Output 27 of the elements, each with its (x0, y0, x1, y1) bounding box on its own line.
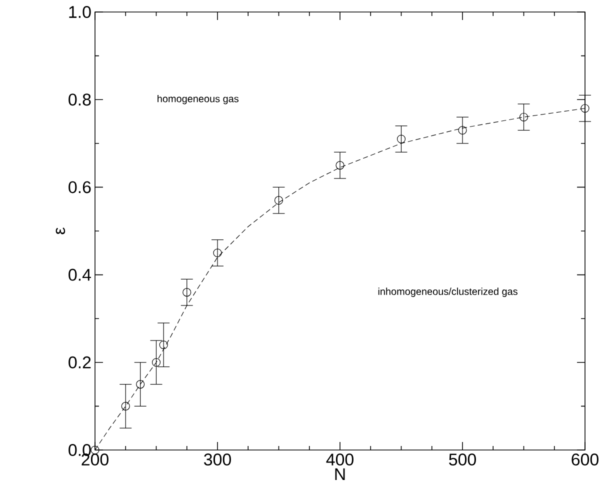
point (159, 340, 168, 350)
point (152, 358, 161, 367)
point (336, 161, 344, 170)
point (396, 134, 406, 144)
y-tick-label: 0.4 (68, 268, 91, 281)
point (458, 126, 467, 135)
point (519, 112, 528, 122)
y-tick-label: 0.0 (68, 444, 91, 456)
x-tick-label: 400 (326, 454, 354, 466)
x-axis-title: N (335, 468, 345, 480)
x-tick-label: 200 (82, 454, 108, 466)
point (580, 104, 590, 113)
annotation: homogeneous gas (158, 94, 239, 104)
point (274, 196, 284, 205)
x-tick-label: 600 (572, 454, 598, 466)
x-tick-label: 300 (204, 454, 231, 466)
point (213, 248, 222, 258)
y-tick-label: 0.8 (68, 94, 91, 106)
y-axis-title: ε (56, 228, 66, 234)
point (121, 402, 130, 410)
point (182, 288, 192, 297)
x-tick-label: 500 (449, 454, 476, 466)
y-tick-label: 0.6 (68, 181, 91, 194)
y-tick-label: 0.2 (68, 356, 91, 368)
annotation: inhomogeneous/clusterized gas (378, 288, 518, 297)
point (136, 380, 145, 389)
y-tick-label: 1.0 (69, 6, 91, 18)
